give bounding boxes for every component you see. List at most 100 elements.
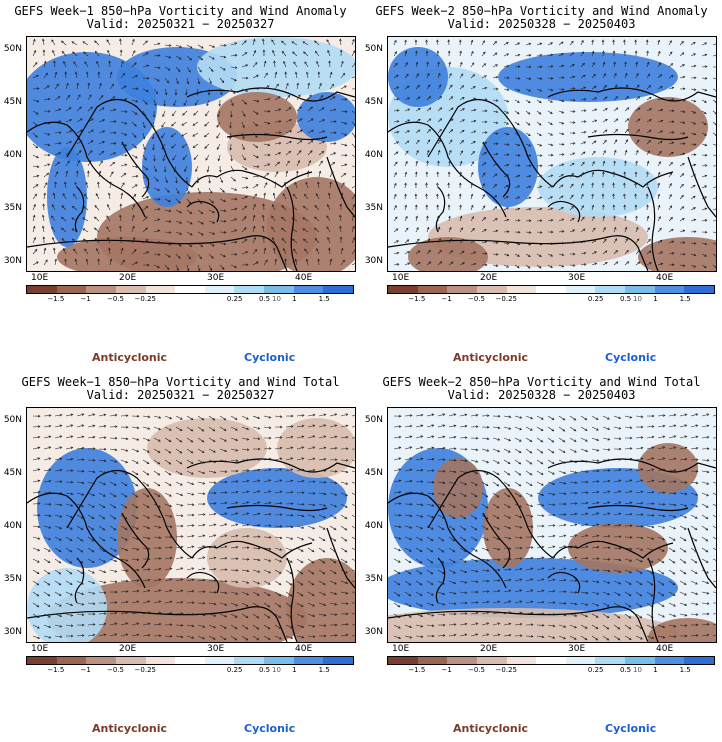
colorbar-label: −0.25 xyxy=(134,295,156,303)
lon-label: 10E xyxy=(31,273,49,283)
panel-valid-date: Valid: 20250321 − 20250327 xyxy=(86,17,275,31)
colorbar-swatch xyxy=(27,286,57,293)
lon-label: 40E xyxy=(295,644,313,654)
colorbar-label: −1.5 xyxy=(408,666,426,674)
colorbar-label: −1.5 xyxy=(47,666,65,674)
colorbar-exponent: 10 xyxy=(272,295,281,303)
colorbar-swatch xyxy=(145,657,176,664)
colorbar-swatch xyxy=(86,657,116,664)
lat-label: 35N xyxy=(3,574,22,584)
lon-label: 40E xyxy=(656,644,674,654)
vorticity-map xyxy=(26,36,356,272)
colorbar-swatch xyxy=(293,657,324,664)
lat-label: 45N xyxy=(364,97,383,107)
colorbar-exponent: 10 xyxy=(633,295,642,303)
lon-label: 10E xyxy=(392,273,410,283)
colorbar-swatch xyxy=(86,286,116,293)
colorbar-swatch xyxy=(447,657,477,664)
legend-cyclonic: Cyclonic xyxy=(605,722,657,735)
lon-label: 30E xyxy=(207,273,225,283)
colorbar-label: −0.25 xyxy=(495,295,517,303)
lon-label: 40E xyxy=(656,273,674,283)
panel-valid-date: Valid: 20250328 − 20250403 xyxy=(447,17,636,31)
colorbar-label: 1 xyxy=(653,666,658,674)
colorbar-swatch xyxy=(565,286,596,293)
lon-label: 20E xyxy=(480,273,498,283)
colorbar-swatch xyxy=(684,657,715,664)
colorbar-swatch xyxy=(323,657,354,664)
lat-label: 45N xyxy=(3,468,22,478)
colorbar-swatch xyxy=(388,657,418,664)
colorbar-label: −1.5 xyxy=(408,295,426,303)
lon-label: 10E xyxy=(392,644,410,654)
colorbar-swatch xyxy=(56,657,87,664)
lat-label: 50N xyxy=(364,415,383,425)
colorbar-label: −0.5 xyxy=(106,666,124,674)
colorbar-label: 0.25 xyxy=(587,666,604,674)
colorbar-swatch xyxy=(293,286,324,293)
colorbar-label: 1.5 xyxy=(318,666,330,674)
colorbar xyxy=(387,656,715,665)
panel-week1-anomaly: GEFS Week−1 850−hPa Vorticity and Wind A… xyxy=(0,0,361,371)
colorbar-swatch xyxy=(234,657,265,664)
lon-label: 30E xyxy=(568,273,586,283)
lon-label: 30E xyxy=(568,644,586,654)
colorbar-label: −1.5 xyxy=(47,295,65,303)
colorbar-swatch xyxy=(654,286,685,293)
colorbar-label: −0.5 xyxy=(467,666,485,674)
colorbar-swatch xyxy=(115,286,146,293)
colorbar-label: −0.5 xyxy=(467,295,485,303)
legend-cyclonic: Cyclonic xyxy=(244,351,296,364)
colorbar-swatch xyxy=(565,657,596,664)
colorbar-swatch xyxy=(175,286,205,293)
colorbar-label: 1 xyxy=(653,295,658,303)
colorbar-label: 0.25 xyxy=(587,295,604,303)
panel-title: GEFS Week−2 850−hPa Vorticity and Wind T… xyxy=(382,375,701,389)
legend-anticyclonic: Anticyclonic xyxy=(92,351,168,364)
lon-label: 40E xyxy=(295,273,313,283)
colorbar xyxy=(387,285,715,294)
colorbar-swatch xyxy=(476,286,507,293)
colorbar-exponent: 10 xyxy=(272,666,281,674)
colorbar-swatch xyxy=(56,286,87,293)
colorbar-label: 0.5 xyxy=(258,666,271,674)
colorbar-swatch xyxy=(654,657,685,664)
colorbar-label: −1 xyxy=(80,666,91,674)
colorbar-swatch xyxy=(323,286,354,293)
lon-label: 20E xyxy=(480,644,498,654)
panel-title: GEFS Week−1 850−hPa Vorticity and Wind A… xyxy=(14,4,347,18)
colorbar-label: −0.25 xyxy=(134,666,156,674)
lat-label: 30N xyxy=(364,256,383,266)
lon-label: 20E xyxy=(119,273,137,283)
colorbar-swatch xyxy=(536,286,566,293)
colorbar-swatch xyxy=(506,286,537,293)
colorbar-swatch xyxy=(204,657,235,664)
colorbar-exponent: 10 xyxy=(633,666,642,674)
colorbar-swatch xyxy=(625,286,655,293)
colorbar-swatch xyxy=(684,286,715,293)
vorticity-map xyxy=(26,407,356,643)
lat-label: 50N xyxy=(3,44,22,54)
colorbar-swatch xyxy=(204,286,235,293)
colorbar-label: −1 xyxy=(80,295,91,303)
lon-label: 30E xyxy=(207,644,225,654)
lat-label: 45N xyxy=(364,468,383,478)
lat-label: 35N xyxy=(364,574,383,584)
colorbar-label: 0.5 xyxy=(619,666,632,674)
colorbar-label: 1 xyxy=(292,666,297,674)
lat-label: 35N xyxy=(364,203,383,213)
lon-label: 20E xyxy=(119,644,137,654)
colorbar-swatch xyxy=(264,657,294,664)
colorbar-swatch xyxy=(175,657,205,664)
legend-anticyclonic: Anticyclonic xyxy=(453,351,529,364)
colorbar-swatch xyxy=(388,286,418,293)
colorbar-label: −0.5 xyxy=(106,295,124,303)
colorbar-label: −1 xyxy=(441,295,452,303)
panel-title: GEFS Week−2 850−hPa Vorticity and Wind A… xyxy=(375,4,708,18)
lat-label: 30N xyxy=(3,627,22,637)
colorbar-label: −1 xyxy=(441,666,452,674)
legend-anticyclonic: Anticyclonic xyxy=(92,722,168,735)
lat-label: 50N xyxy=(3,415,22,425)
legend-cyclonic: Cyclonic xyxy=(244,722,296,735)
colorbar-label: 0.25 xyxy=(226,666,243,674)
